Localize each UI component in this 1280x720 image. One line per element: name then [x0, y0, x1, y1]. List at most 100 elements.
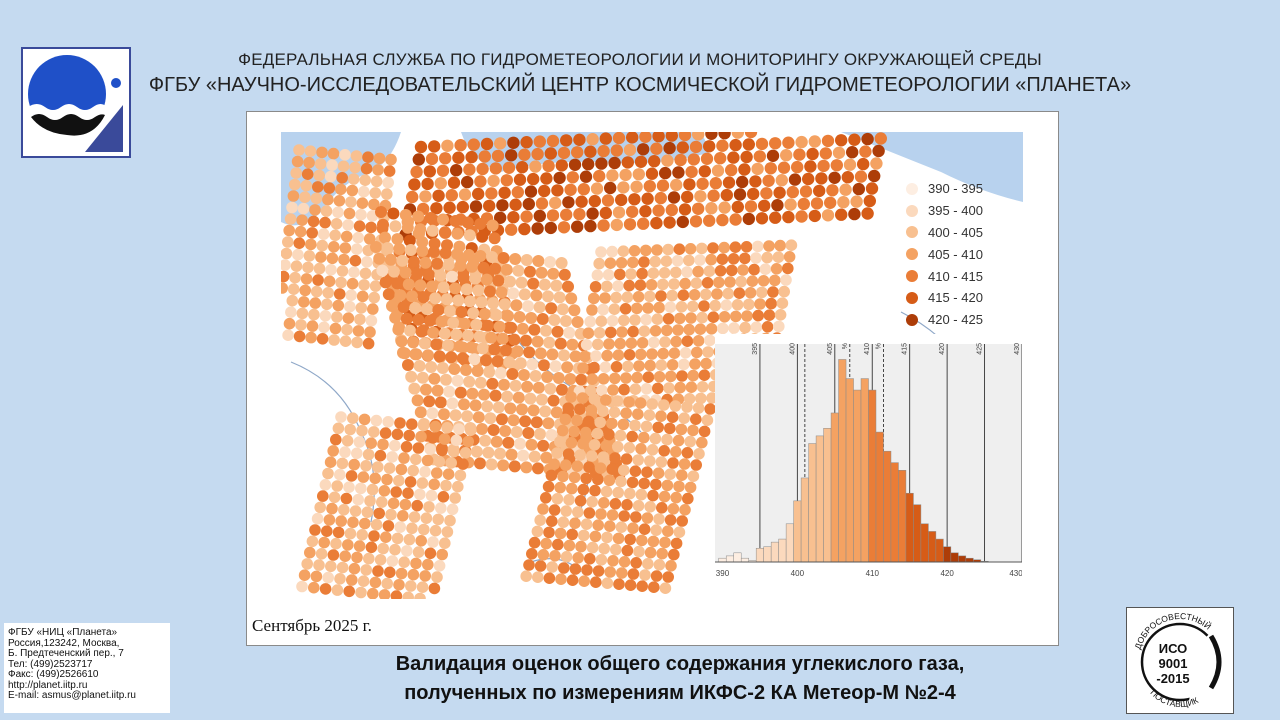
map-cell — [740, 150, 753, 164]
map-cell — [520, 210, 533, 223]
map-cell — [632, 168, 645, 181]
map-cell — [351, 243, 363, 255]
map-cell — [333, 195, 346, 207]
map-cell — [574, 449, 586, 461]
map-cell — [441, 422, 453, 434]
map-cell — [678, 132, 692, 142]
map-cell — [450, 434, 463, 447]
legend-label: 390 - 395 — [928, 181, 983, 197]
map-cell — [795, 210, 808, 223]
map-cell — [826, 184, 839, 197]
map-cell — [700, 288, 712, 301]
map-cell — [678, 458, 691, 470]
map-cell — [613, 578, 625, 590]
map-cell — [414, 488, 426, 501]
map-cell — [415, 535, 427, 547]
map-cell — [368, 198, 380, 211]
map-cell — [348, 562, 361, 575]
map-cell — [430, 338, 443, 351]
map-cell — [547, 394, 560, 407]
map-cell — [684, 481, 697, 494]
map-cell — [353, 540, 366, 552]
map-cell — [681, 335, 694, 347]
map-cell — [598, 542, 610, 555]
histogram-bar — [920, 523, 929, 563]
map-cell — [281, 259, 291, 271]
map-cell — [486, 219, 499, 232]
map-cell — [669, 400, 682, 412]
map-cell — [368, 291, 380, 304]
map-cell — [520, 334, 532, 347]
map-cell — [436, 548, 448, 561]
map-cell — [665, 560, 677, 572]
map-cell — [607, 555, 619, 567]
map-cell — [355, 586, 367, 599]
map-cell — [462, 329, 474, 342]
map-cell — [521, 380, 534, 393]
map-cell — [370, 175, 383, 188]
map-cell — [339, 149, 351, 161]
map-cell — [553, 171, 566, 185]
map-cell — [440, 373, 452, 386]
map-cell — [566, 482, 578, 495]
map-cell — [726, 264, 738, 277]
iso-line-1: ИСО — [1159, 641, 1188, 656]
map-cell — [755, 137, 769, 151]
map-cell — [624, 487, 636, 500]
map-cell — [565, 437, 578, 449]
map-cell — [702, 346, 714, 358]
map-cell — [692, 265, 704, 278]
map-cell — [385, 508, 397, 521]
map-cell — [785, 239, 798, 251]
map-cell — [617, 181, 630, 194]
map-cell — [294, 225, 307, 238]
map-cell — [583, 461, 595, 474]
map-cell — [575, 373, 587, 386]
histogram-bar — [793, 500, 802, 563]
map-cell — [516, 322, 529, 335]
map-cell — [377, 542, 389, 555]
map-cell — [520, 136, 533, 149]
map-cell — [614, 429, 627, 442]
map-cell — [394, 289, 407, 302]
map-cell — [337, 160, 350, 173]
map-cell — [393, 474, 405, 487]
map-cell — [705, 202, 718, 215]
map-cell — [828, 171, 841, 184]
legend-item: 410 - 415 — [906, 265, 1026, 287]
map-cell — [451, 374, 464, 387]
map-cell — [374, 449, 387, 462]
map-cell — [576, 392, 589, 404]
map-cell — [584, 315, 596, 328]
map-cell — [569, 350, 582, 363]
map-cell — [537, 549, 550, 561]
histogram-bar — [928, 531, 937, 563]
map-cell — [586, 541, 599, 554]
histogram-top-tick-label: 405 — [827, 343, 834, 355]
map-cell — [404, 244, 417, 256]
map-cell — [434, 396, 447, 409]
map-cell — [282, 236, 294, 248]
map-cell — [416, 371, 429, 384]
map-cell — [571, 460, 584, 473]
map-cell — [645, 167, 659, 180]
map-cell — [612, 132, 626, 145]
map-cell — [494, 447, 506, 460]
map-cell — [528, 536, 541, 549]
map-cell — [835, 134, 848, 147]
map-cell — [366, 483, 379, 496]
map-cell — [763, 240, 775, 252]
map-cell — [281, 247, 293, 260]
map-cell — [455, 306, 468, 318]
map-cell — [467, 138, 480, 151]
map-cell — [340, 492, 353, 505]
map-cell — [436, 444, 448, 457]
map-cell — [650, 570, 663, 582]
map-cell — [514, 357, 527, 370]
map-cell — [644, 290, 656, 303]
map-cell — [584, 219, 597, 233]
map-cell — [679, 277, 691, 290]
map-cell — [817, 159, 830, 173]
map-cell — [378, 485, 391, 497]
map-cell — [733, 287, 746, 299]
